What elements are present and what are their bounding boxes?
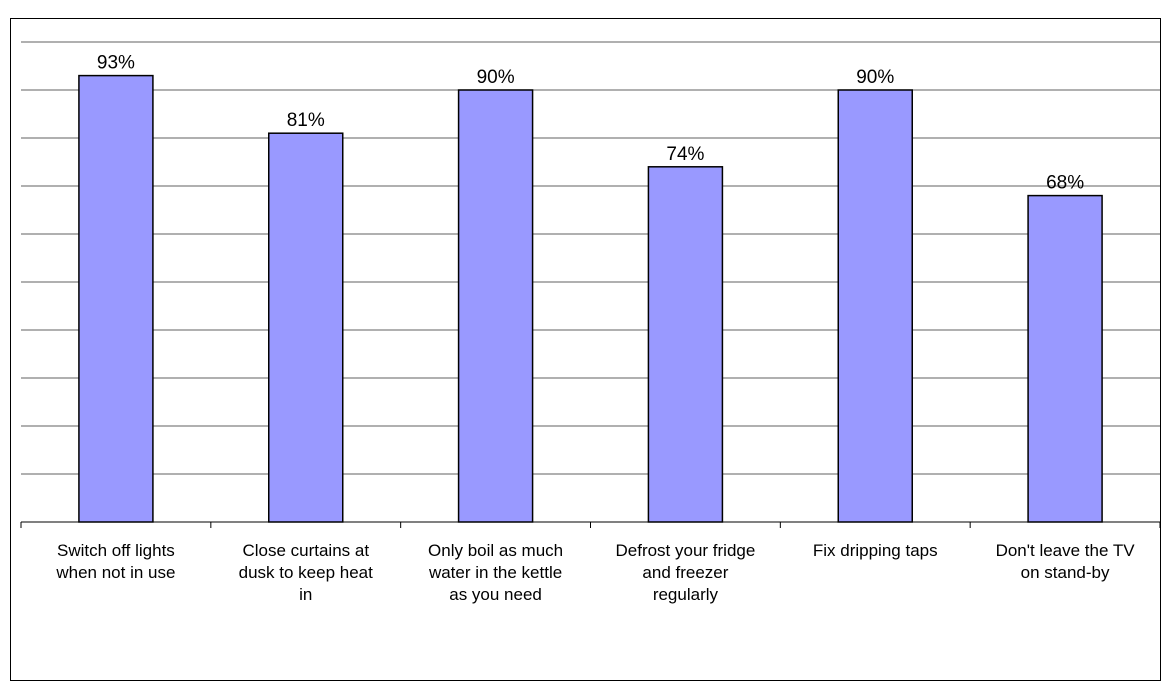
chart-frame: 93% 81% 90% 74% 90% 68% Switch off lights when… bbox=[10, 18, 1161, 681]
category-label: Only boil as much water in the kettle as y… bbox=[428, 541, 563, 604]
data-label: 93% bbox=[97, 53, 135, 74]
tick-label: and freezer bbox=[642, 563, 728, 582]
bar bbox=[647, 166, 724, 523]
category-label: Close curtains at dusk to keep heat in bbox=[239, 541, 373, 604]
category-label: Don't leave the TV on stand-by bbox=[996, 541, 1136, 582]
tick-label: regularly bbox=[653, 585, 719, 604]
bar bbox=[837, 89, 913, 523]
category-label: Fix dripping taps bbox=[813, 541, 938, 560]
data-label: 74% bbox=[666, 144, 704, 165]
x-axis bbox=[20, 521, 1160, 528]
gridlines bbox=[21, 41, 1160, 475]
category-label: Defrost your fridge and freezer regularly bbox=[615, 541, 755, 604]
tick-label: Switch off lights bbox=[57, 541, 175, 560]
tick-label: on stand-by bbox=[1021, 563, 1110, 582]
tick-label: water in the kettle bbox=[428, 563, 562, 582]
bars bbox=[78, 74, 1103, 523]
data-labels: 93% 81% 90% 74% 90% 68% bbox=[97, 53, 1084, 194]
category-labels: Switch off lights when not in use Close cu… bbox=[55, 541, 1135, 604]
bar bbox=[1027, 194, 1103, 523]
data-label: 90% bbox=[477, 67, 515, 88]
tick-label: Close curtains at bbox=[242, 541, 369, 560]
bar bbox=[78, 74, 154, 523]
tick-label: in bbox=[299, 585, 312, 604]
data-label: 68% bbox=[1046, 173, 1084, 194]
tick-label: Only boil as much bbox=[428, 541, 563, 560]
bar-chart: 93% 81% 90% 74% 90% 68% Switch off lights when… bbox=[20, 41, 1160, 604]
category-label: Switch off lights when not in use bbox=[55, 541, 175, 582]
data-label: 81% bbox=[287, 110, 325, 131]
tick-label: when not in use bbox=[55, 563, 175, 582]
tick-label: Don't leave the TV bbox=[996, 541, 1136, 560]
data-label: 90% bbox=[856, 67, 894, 88]
tick-label: Fix dripping taps bbox=[813, 541, 938, 560]
tick-label: dusk to keep heat bbox=[239, 563, 373, 582]
tick-label: as you need bbox=[449, 585, 542, 604]
bar bbox=[457, 89, 534, 523]
tick-label: Defrost your fridge bbox=[615, 541, 755, 560]
bar bbox=[268, 132, 344, 523]
